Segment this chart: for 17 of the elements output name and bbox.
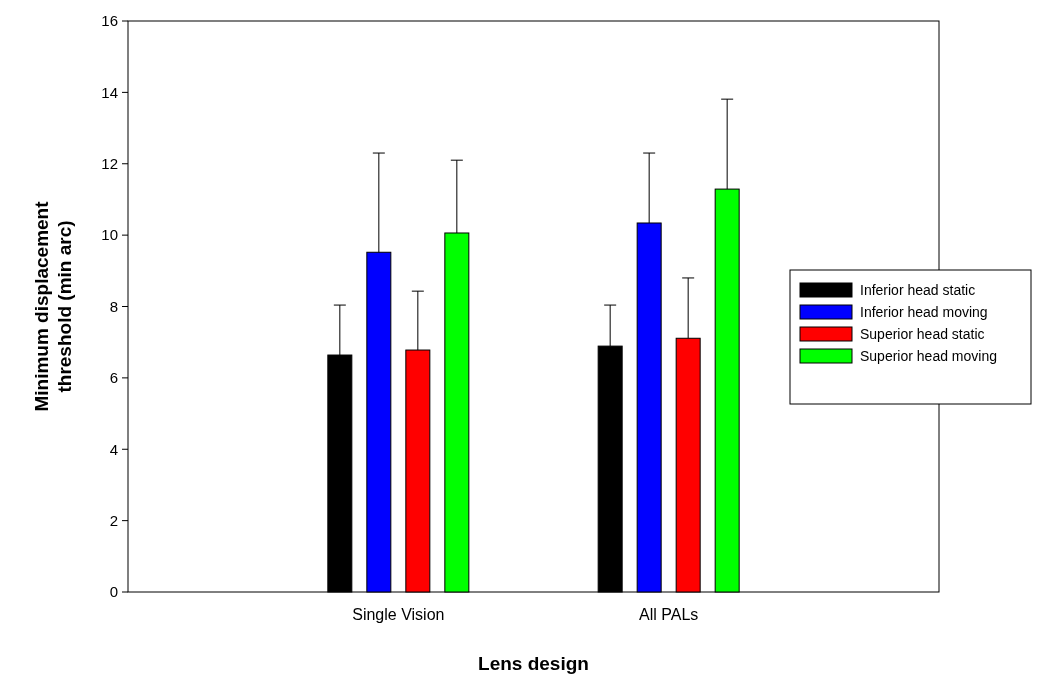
y-tick-label: 10 bbox=[101, 226, 118, 244]
x-tick-label: All PALs bbox=[639, 606, 699, 623]
y-tick-label: 6 bbox=[109, 369, 118, 387]
y-tick-label: 4 bbox=[109, 440, 118, 458]
y-tick-label: 8 bbox=[109, 297, 118, 315]
y-tick-label: 0 bbox=[109, 583, 118, 601]
x-axis-title: Lens design bbox=[478, 653, 589, 674]
y-tick-label: 2 bbox=[109, 511, 118, 529]
y-tick-label: 14 bbox=[101, 83, 118, 101]
y-axis-title: Minimum displacement threshold (min arc) bbox=[31, 200, 75, 412]
legend-label: Inferior head static bbox=[860, 281, 976, 298]
legend-label: Superior head moving bbox=[860, 347, 997, 364]
legend-label: Inferior head moving bbox=[860, 303, 988, 320]
y-tick-label: 16 bbox=[101, 12, 118, 30]
legend-label: Superior head static bbox=[860, 325, 985, 342]
x-tick-label: Single Vision bbox=[352, 606, 445, 623]
y-tick-label: 12 bbox=[101, 155, 118, 172]
